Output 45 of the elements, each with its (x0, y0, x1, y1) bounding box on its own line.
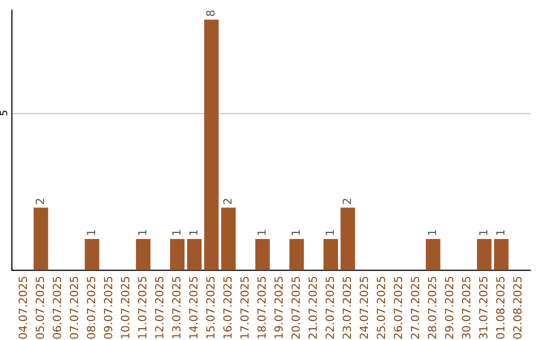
data-label: 1 (138, 230, 146, 235)
x-tick-label: 07.07.2025 (70, 276, 78, 339)
x-tick-label: 29.07.2025 (444, 276, 454, 339)
x-tick-label: 13.07.2025 (172, 276, 181, 338)
x-tick-label: 17.07.2025 (240, 276, 249, 338)
x-tick-label: 21.07.2025 (308, 276, 317, 339)
x-tick-label: 16.07.2025 (223, 276, 232, 338)
x-tick-label: 08.07.2025 (86, 276, 96, 339)
x-tick-label: 05.07.2025 (36, 276, 44, 339)
x-tick-label: 19.07.2025 (274, 276, 283, 338)
x-tick-label: 23.07.2025 (342, 276, 352, 339)
x-tick-label: 06.07.2025 (52, 276, 62, 339)
x-tick-label: 26.07.2025 (394, 276, 402, 339)
x-tick-label: 11.07.2025 (138, 276, 146, 338)
y-tick-label: 5 (0, 110, 8, 116)
x-tick-label: 09.07.2025 (104, 276, 112, 339)
data-label: 2 (36, 198, 44, 204)
x-tick-label: 27.07.2025 (410, 276, 420, 339)
data-label: 1 (86, 230, 96, 235)
x-tick-label: 15.07.2025 (206, 276, 215, 338)
x-tick-label: 25.07.2025 (376, 276, 386, 339)
data-label: 8 (206, 10, 215, 16)
x-tick-label: 10.07.2025 (120, 276, 130, 338)
data-label: 2 (342, 198, 351, 204)
data-label: 2 (223, 198, 232, 204)
x-tick-label: 30.07.2025 (462, 276, 470, 339)
x-tick-label: 28.07.2025 (428, 276, 436, 339)
x-tick-label: 31.07.2025 (479, 276, 488, 339)
data-label: 1 (428, 230, 436, 235)
data-label: 1 (326, 230, 334, 235)
data-label: 1 (258, 230, 266, 235)
data-label: 1 (172, 230, 180, 235)
x-tick-label: 22.07.2025 (326, 276, 334, 339)
data-label: 1 (189, 230, 198, 235)
x-tick-label: 12.07.2025 (155, 276, 164, 338)
x-tick-label: 24.07.2025 (360, 276, 368, 339)
x-tick-label: 02.08.2025 (513, 276, 522, 339)
x-tick-label: 01.08.2025 (496, 276, 505, 339)
data-label: 1 (479, 230, 488, 235)
x-tick-label: 18.07.2025 (257, 276, 266, 338)
x-tick-label: 20.07.2025 (291, 276, 300, 339)
data-label: 1 (292, 230, 300, 235)
data-label: 1 (496, 230, 504, 235)
x-tick-label: 04.07.2025 (18, 276, 28, 339)
x-tick-label: 14.07.2025 (189, 276, 198, 338)
